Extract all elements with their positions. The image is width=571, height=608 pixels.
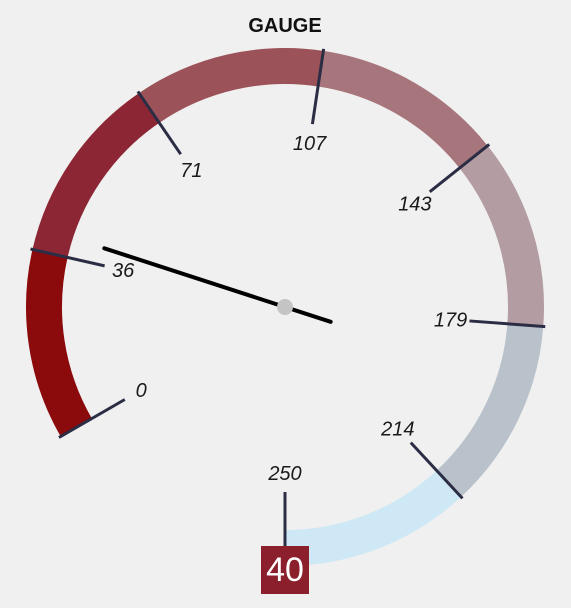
gauge-tick-1 bbox=[30, 247, 105, 268]
gauge-hub bbox=[277, 299, 293, 315]
gauge-needle-group bbox=[102, 246, 333, 324]
gauge-band-2 bbox=[138, 48, 324, 123]
gauge-value-readout: 40 bbox=[261, 546, 309, 594]
gauge-band-3 bbox=[317, 50, 488, 169]
gauge-tick-2 bbox=[136, 90, 182, 156]
gauge-tick-label-5: 179 bbox=[434, 310, 467, 332]
gauge-tick-4 bbox=[428, 143, 491, 193]
gauge-tick-label-3: 107 bbox=[293, 133, 327, 155]
gauge-tick-0 bbox=[58, 398, 126, 439]
gauge-tick-labels: 0 36 71 107 143 179 214 250 bbox=[112, 133, 467, 485]
gauge-tick-label-4: 143 bbox=[398, 194, 431, 216]
gauge-needle bbox=[102, 246, 333, 324]
chart-title: GAUGE bbox=[248, 15, 321, 37]
gauge-ticks bbox=[30, 48, 546, 568]
gauge-bands bbox=[26, 48, 544, 566]
gauge-tick-3 bbox=[310, 48, 326, 125]
gauge-band-0 bbox=[26, 249, 93, 437]
gauge-tick-label-1: 36 bbox=[112, 260, 135, 282]
gauge-tick-label-7: 250 bbox=[267, 463, 301, 485]
gauge-tick-label-6: 214 bbox=[380, 419, 414, 441]
gauge-tick-label-2: 71 bbox=[180, 160, 202, 182]
gauge-band-4 bbox=[459, 145, 544, 327]
gauge-tick-5 bbox=[469, 319, 546, 329]
gauge-tick-label-0: 0 bbox=[136, 380, 147, 402]
gauge-band-5 bbox=[436, 323, 544, 497]
gauge-band-1 bbox=[32, 93, 160, 258]
gauge-tick-6 bbox=[409, 441, 464, 500]
gauge-band-6 bbox=[284, 470, 462, 566]
